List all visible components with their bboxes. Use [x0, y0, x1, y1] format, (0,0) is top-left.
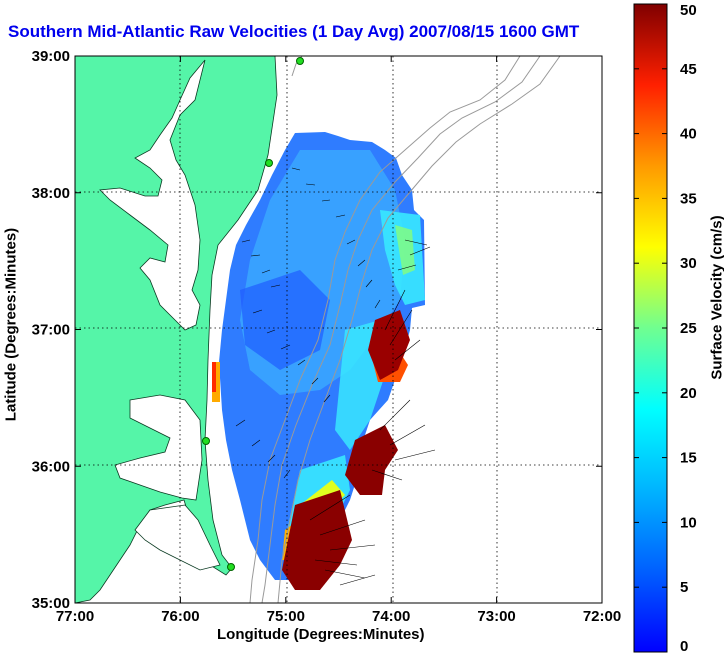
colorbar-tick-label: 25 — [680, 320, 697, 337]
x-tick-label: 76:00 — [161, 608, 199, 625]
x-tick-label: 75:00 — [267, 608, 305, 625]
y-axis-ticks: 39:00 38:00 37:00 36:00 35:00 — [32, 48, 602, 612]
x-tick-label: 73:00 — [477, 608, 515, 625]
y-tick-label: 39:00 — [32, 48, 70, 65]
y-tick-label: 35:00 — [32, 595, 70, 612]
y-tick-label: 37:00 — [32, 322, 70, 339]
y-axis-label: Latitude (Degrees:Minutes) — [2, 227, 20, 422]
x-tick-label: 77:00 — [56, 608, 94, 625]
colorbar-tick-label: 20 — [680, 385, 697, 402]
x-axis-ticks: 77:00 76:00 75:00 74:00 73:00 72:00 — [56, 56, 621, 625]
colorbar-label: Surface Velocity (cm/s) — [708, 215, 724, 380]
colorbar-tick-label: 15 — [680, 450, 697, 467]
radar-stations — [202, 57, 304, 571]
bathymetry-contours — [249, 56, 561, 603]
station-marker — [296, 57, 304, 65]
colorbar-tick-label: 10 — [680, 514, 697, 531]
station-marker — [202, 437, 210, 445]
colorbar-tick-label: 35 — [680, 190, 697, 207]
x-axis-label: Longitude (Degrees:Minutes) — [217, 626, 425, 643]
velocity-vectors — [235, 167, 436, 586]
x-tick-label: 72:00 — [583, 608, 621, 625]
velocity-field — [212, 132, 425, 590]
colorbar-ticks: 0 5 10 15 20 25 30 35 40 45 50 — [634, 2, 697, 655]
y-tick-label: 36:00 — [32, 458, 70, 475]
y-tick-label: 38:00 — [32, 185, 70, 202]
grid-lines — [75, 56, 602, 603]
colorbar-tick-label: 45 — [680, 61, 697, 78]
map-title: Southern Mid-Atlantic Raw Velocities (1 … — [8, 22, 580, 41]
pamlico-sound — [134, 504, 221, 571]
station-marker — [265, 159, 273, 167]
x-tick-label: 74:00 — [372, 608, 410, 625]
colorbar-tick-label: 50 — [680, 2, 697, 19]
colorbar-tick-label: 40 — [680, 126, 697, 143]
colorbar-tick-label: 30 — [680, 255, 697, 272]
chesapeake-bay — [99, 59, 206, 331]
colorbar-tick-label: 5 — [680, 579, 688, 596]
colorbar-tick-label: 0 — [680, 638, 688, 655]
station-marker — [227, 563, 235, 571]
